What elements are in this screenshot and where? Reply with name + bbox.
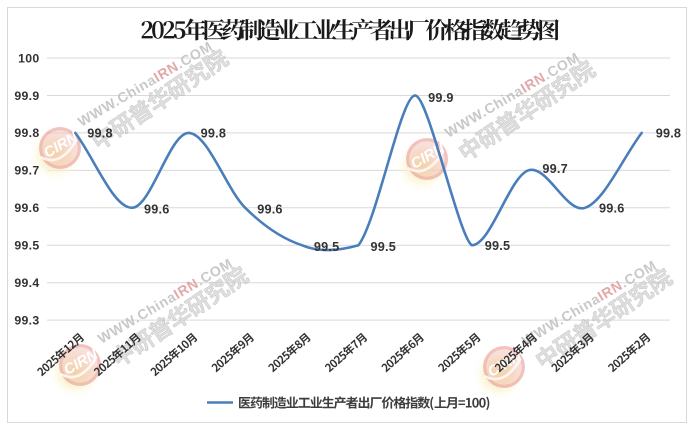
svg-text:99.4: 99.4 [14, 276, 39, 290]
svg-text:99.6: 99.6 [144, 202, 170, 216]
svg-text:99.5: 99.5 [14, 239, 39, 253]
svg-text:99.3: 99.3 [14, 314, 39, 328]
svg-text:99.6: 99.6 [14, 201, 39, 215]
svg-text:99.5: 99.5 [371, 240, 397, 254]
svg-text:99.6: 99.6 [599, 201, 625, 215]
svg-text:99.8: 99.8 [14, 126, 39, 140]
svg-text:99.8: 99.8 [87, 127, 113, 141]
svg-text:99.8: 99.8 [656, 127, 682, 141]
svg-text:99.9: 99.9 [428, 91, 454, 105]
svg-text:99.8: 99.8 [201, 127, 227, 141]
svg-text:99.7: 99.7 [14, 164, 39, 178]
svg-text:99.5: 99.5 [485, 239, 511, 253]
svg-text:100: 100 [18, 51, 39, 65]
svg-text:99.5: 99.5 [314, 240, 340, 254]
svg-text:99.9: 99.9 [14, 89, 39, 103]
svg-text:99.6: 99.6 [257, 202, 283, 216]
svg-text:99.7: 99.7 [542, 162, 568, 176]
